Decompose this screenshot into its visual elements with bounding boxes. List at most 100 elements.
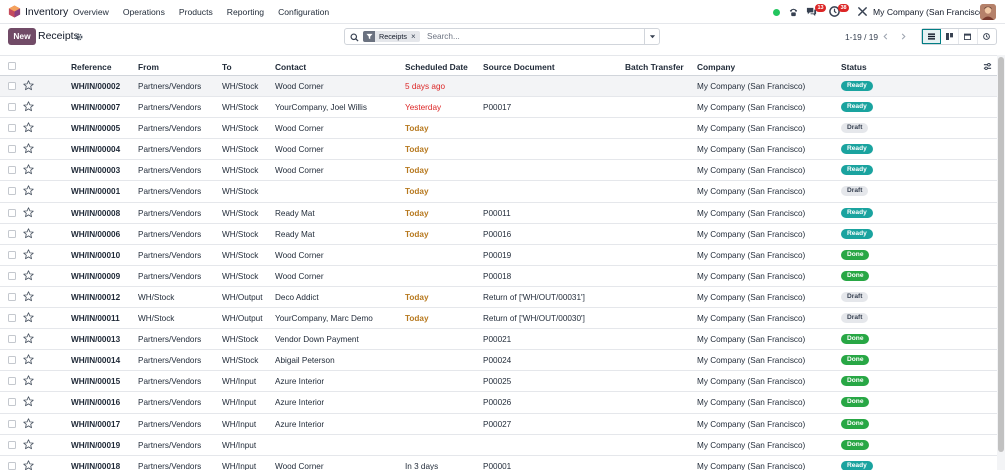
star-icon[interactable] [23,333,34,344]
table-row[interactable]: WH/IN/00019 Partners/Vendors WH/Input My Co… [0,435,997,456]
row-checkbox[interactable] [8,229,16,238]
table-row[interactable]: WH/IN/00016 Partners/Vendors WH/Input Azure… [0,392,997,414]
row-checkbox[interactable] [8,398,16,407]
star-icon[interactable] [23,185,34,196]
table-row[interactable]: WH/IN/00004 Partners/Vendors WH/Stock Wood … [0,139,997,161]
star-icon[interactable] [23,312,34,323]
row-checkbox[interactable] [8,208,16,217]
pager-previous-button[interactable] [878,29,893,44]
star-icon[interactable] [23,438,34,450]
kanban-view-button[interactable] [941,29,960,44]
app-name[interactable]: Inventory [25,6,69,18]
row-checkbox[interactable] [8,145,16,154]
table-row[interactable]: WH/IN/00015 Partners/Vendors WH/Input Azure… [0,371,997,393]
gear-icon[interactable] [75,33,83,41]
messages-icon[interactable] [806,6,817,17]
menu-item-products[interactable]: Products [178,7,213,17]
table-row[interactable]: WH/IN/00001 Partners/Vendors WH/Stock Today… [0,181,997,203]
table-row[interactable]: WH/IN/00008 Partners/Vendors WH/Stock Ready… [0,203,997,224]
cell-company: My Company (San Francisco) [697,292,806,302]
scrollbar-thumb[interactable] [998,57,1004,452]
star-icon[interactable] [23,354,34,365]
row-checkbox[interactable] [8,314,16,323]
star-icon[interactable] [23,206,34,218]
column-to[interactable]: To [222,62,232,72]
search-options-toggle[interactable] [644,29,659,44]
row-checkbox[interactable] [8,419,16,428]
star-icon[interactable] [23,143,34,154]
table-row[interactable]: WH/IN/00011 WH/Stock WH/Output YourCompany,… [0,308,997,330]
row-checkbox[interactable] [8,335,16,344]
table-row[interactable]: WH/IN/00002 Partners/Vendors WH/Stock Wood … [0,76,997,98]
star-icon[interactable] [23,122,34,133]
column-batch-transfer[interactable]: Batch Transfer [625,62,684,72]
column-company[interactable]: Company [697,62,736,72]
column-from[interactable]: From [138,62,159,72]
row-checkbox[interactable] [8,187,16,196]
search-input[interactable] [427,31,637,42]
table-row[interactable]: WH/IN/00007 Partners/Vendors WH/Stock YourC… [0,97,997,119]
status-indicator[interactable] [773,9,780,16]
star-icon[interactable] [23,375,34,386]
optional-columns-icon[interactable] [983,62,992,71]
table-header: Reference From To Contact Scheduled Date… [0,55,997,76]
company-switcher[interactable]: My Company (San Francisco) [873,7,987,17]
column-status[interactable]: Status [841,62,867,72]
table-row[interactable]: WH/IN/00005 Partners/Vendors WH/Stock Wood … [0,118,997,140]
inventory-app-icon[interactable] [8,5,21,18]
cell-reference: WH/IN/00008 [71,208,121,218]
user-avatar[interactable] [980,4,996,20]
star-icon[interactable] [23,396,34,407]
row-checkbox[interactable] [8,124,16,133]
table-row[interactable]: WH/IN/00010 Partners/Vendors WH/Stock Wood … [0,245,997,266]
vertical-scrollbar[interactable] [997,55,1005,470]
star-icon[interactable] [23,249,34,260]
row-checkbox[interactable] [8,440,16,449]
table-row[interactable]: WH/IN/00003 Partners/Vendors WH/Stock Wood … [0,160,997,182]
remove-facet-icon[interactable]: × [410,32,416,41]
star-icon[interactable] [23,80,34,91]
star-icon[interactable] [23,417,34,429]
menu-item-overview[interactable]: Overview [73,7,109,17]
menu-item-operations[interactable]: Operations [122,7,165,17]
star-icon[interactable] [23,227,34,239]
column-contact[interactable]: Contact [275,62,307,72]
table-row[interactable]: WH/IN/00013 Partners/Vendors WH/Stock Vendo… [0,329,997,351]
star-icon[interactable] [23,270,34,281]
list-view-button[interactable] [922,29,941,44]
table-row[interactable]: WH/IN/00018 Partners/Vendors WH/Input Wood … [0,456,997,470]
row-checkbox[interactable] [8,166,16,175]
row-checkbox[interactable] [8,103,16,112]
table-row[interactable]: WH/IN/00009 Partners/Vendors WH/Stock Wood … [0,266,997,287]
table-row[interactable]: WH/IN/00014 Partners/Vendors WH/Stock Abiga… [0,350,997,372]
row-checkbox[interactable] [8,250,16,259]
row-checkbox[interactable] [8,377,16,386]
star-icon[interactable] [23,460,34,470]
column-reference[interactable]: Reference [71,62,112,72]
debug-tools-icon[interactable] [857,6,868,17]
activity-view-button[interactable] [978,29,996,44]
star-icon[interactable] [23,101,34,112]
search-icon[interactable] [350,33,359,42]
select-all-checkbox[interactable] [8,62,16,70]
pager-value[interactable]: 1-19 / 19 [845,32,879,42]
status-badge: Draft [841,313,869,324]
column-source-document[interactable]: Source Document [483,62,555,72]
row-checkbox[interactable] [8,82,16,90]
pager-next-button[interactable] [896,29,911,44]
row-checkbox[interactable] [8,461,16,470]
star-icon[interactable] [23,164,34,175]
row-checkbox[interactable] [8,356,16,365]
menu-item-configuration[interactable]: Configuration [278,7,330,17]
star-icon[interactable] [23,291,34,302]
menu-item-reporting[interactable]: Reporting [226,7,265,17]
row-checkbox[interactable] [8,271,16,280]
row-checkbox[interactable] [8,292,16,301]
column-scheduled-date[interactable]: Scheduled Date [405,62,468,72]
calendar-view-button[interactable] [959,29,978,44]
table-row[interactable]: WH/IN/00017 Partners/Vendors WH/Input Azure… [0,414,997,435]
phone-icon[interactable] [788,6,799,17]
new-button[interactable]: New [8,28,36,45]
table-row[interactable]: WH/IN/00006 Partners/Vendors WH/Stock Ready… [0,224,997,245]
table-row[interactable]: WH/IN/00012 WH/Stock WH/Output Deco Addict T… [0,287,997,309]
